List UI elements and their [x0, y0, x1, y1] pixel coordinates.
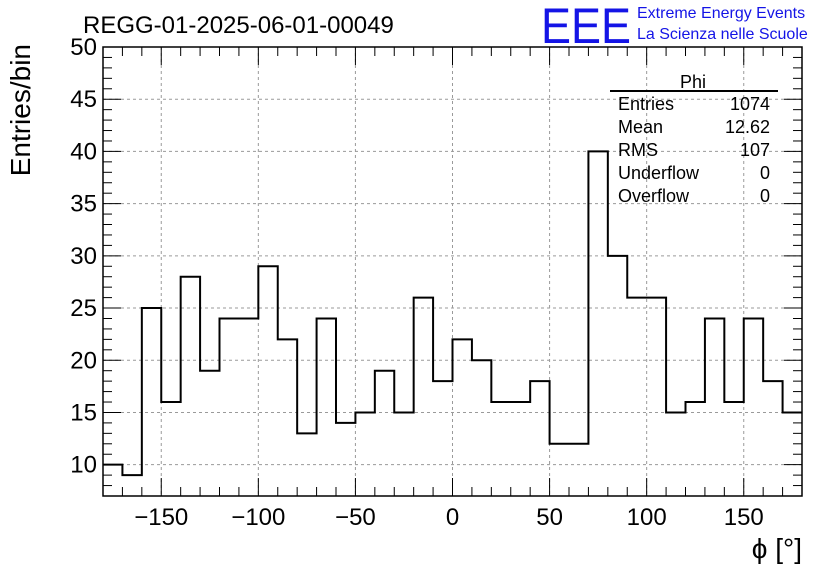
- axis-ticks: [102, 46, 803, 496]
- y-axis-label: Entries/bin: [5, 44, 36, 176]
- x-tick-label: 0: [446, 504, 459, 531]
- grid-lines: [103, 47, 802, 496]
- y-tick-label: 35: [70, 191, 97, 218]
- stats-label: RMS: [618, 140, 658, 160]
- x-tick-label: −50: [335, 504, 376, 531]
- stats-value: 1074: [730, 94, 770, 114]
- x-tick-label: 50: [536, 504, 563, 531]
- histogram-outline: [103, 150, 802, 477]
- stats-label: Entries: [618, 94, 674, 114]
- y-tick-label: 25: [70, 295, 97, 322]
- stats-value: 0: [760, 163, 770, 183]
- y-tick-label: 45: [70, 86, 97, 113]
- stats-label: Overflow: [618, 186, 690, 206]
- x-tick-label: −150: [134, 504, 188, 531]
- x-tick-label: 150: [724, 504, 764, 531]
- y-tick-label: 50: [70, 34, 97, 61]
- y-tick-label: 40: [70, 138, 97, 165]
- x-tick-label: 100: [627, 504, 667, 531]
- x-axis-label: ϕ [°]: [752, 533, 802, 564]
- y-tick-label: 15: [70, 399, 97, 426]
- y-tick-label: 20: [70, 347, 97, 374]
- chart-title: REGG-01-2025-06-01-00049: [83, 12, 394, 39]
- stats-rows: Entries 1074 Mean 12.62 RMS 107 Underflow 0 Over…: [618, 94, 770, 206]
- logo-line-2: La Scienza nelle Scuole: [637, 26, 808, 43]
- y-tick-label: 30: [70, 243, 97, 270]
- x-tick-label: −100: [231, 504, 285, 531]
- eee-logo: EEE Extreme Energy Events La Scienza nel…: [541, 0, 808, 54]
- stats-box: Phi Entries 1074 Mean 12.62 RMS 107 Underflow 0…: [610, 72, 778, 206]
- stats-value: 0: [760, 186, 770, 206]
- stats-label: Mean: [618, 117, 663, 137]
- y-tick-label: 10: [70, 452, 97, 479]
- y-tick-labels: 10 15 20 25 30 35 40 45 50: [70, 34, 97, 479]
- stats-label: Underflow: [618, 163, 700, 183]
- stats-title: Phi: [680, 72, 706, 92]
- x-tick-labels: −150 −100 −50 0 50 100 150: [134, 504, 764, 531]
- stats-value: 12.62: [725, 117, 770, 137]
- logo-line-1: Extreme Energy Events: [637, 5, 805, 22]
- stats-value: 107: [740, 140, 770, 160]
- eee-logo-mark: EEE: [541, 0, 631, 54]
